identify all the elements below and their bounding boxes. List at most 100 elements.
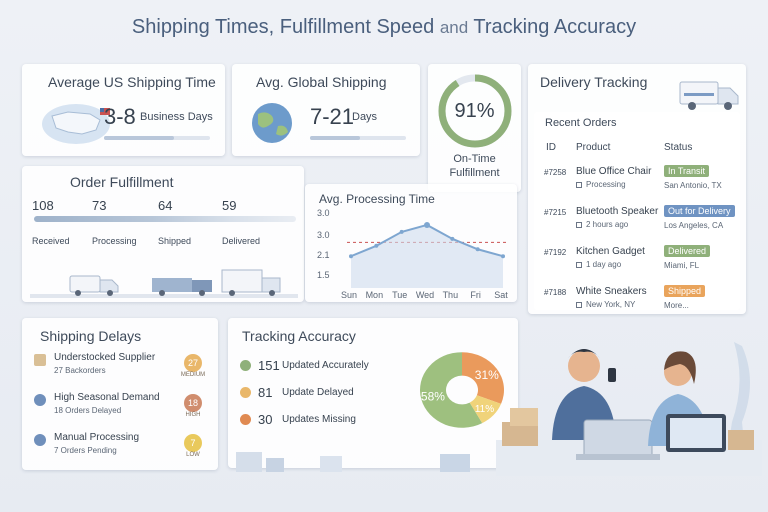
x-tick-label: Thu (443, 290, 459, 300)
checkbox-icon[interactable] (576, 302, 582, 308)
order-product: White Sneakers (576, 286, 647, 297)
pie-slice (469, 395, 502, 424)
accuracy-count: 151 (258, 358, 280, 373)
processing-time-card: Avg. Processing Time 3.0 3.0 2.1 1.5 Sun Mon T… (305, 184, 517, 302)
data-point (475, 247, 480, 252)
us-map-icon (38, 98, 114, 146)
boxes-icon (34, 354, 46, 366)
delivery-tracking-card: Delivery Tracking Recent Orders ID Produ… (528, 64, 746, 314)
col-product-header: Product (576, 142, 611, 153)
checkbox-icon[interactable] (576, 262, 582, 268)
x-tick-label: Sat (494, 290, 508, 300)
data-point (424, 221, 430, 228)
order-sub: 2 hours ago (586, 220, 629, 229)
order-status-badge: Delivered (664, 245, 711, 257)
order-id: #7258 (544, 168, 567, 177)
delay-level: MEDIUM (180, 372, 206, 378)
accuracy-label: Updated Accurately (282, 360, 369, 371)
fulfillment-stage-label: Processing (92, 236, 137, 246)
order-location: More... (664, 301, 689, 310)
data-point (374, 243, 379, 248)
x-tick-label: Wed (416, 290, 434, 300)
x-tick-label: Sun (341, 290, 357, 300)
delay-title: Manual Processing (54, 432, 140, 443)
fulfillment-stage-value: 64 (158, 198, 173, 213)
pie-label: 58% (421, 390, 445, 404)
us-shipping-unit: Business Days (140, 111, 213, 123)
checkbox-icon[interactable] (576, 222, 582, 228)
recent-orders-panel: Recent Orders ID Product Status #7258 Blu… (534, 112, 740, 310)
data-point (450, 236, 455, 241)
team-illustration (496, 322, 762, 476)
order-product: Bluetooth Speaker (576, 206, 659, 217)
order-sub: New York, NY (586, 300, 636, 309)
y-tick-label: 2.1 (317, 250, 330, 260)
delivery-van-icon (678, 76, 740, 114)
order-row[interactable]: #7258 Blue Office Chair Processing In Trans… (534, 164, 740, 202)
order-row[interactable]: #7215 Bluetooth Speaker 2 hours ago Out for… (534, 204, 740, 242)
y-tick-label: 1.5 (317, 270, 330, 280)
delay-sub: 27 Backorders (54, 366, 106, 375)
delivery-trucks-illustration (30, 266, 298, 300)
us-shipping-bar-fill (104, 136, 174, 140)
order-fulfillment-card: Order Fulfillment 108 Received 73 Processin… (22, 166, 304, 302)
on-time-value: 91% (454, 100, 495, 122)
data-point (399, 229, 404, 234)
fulfillment-stage-value: 108 (32, 198, 54, 213)
order-row[interactable]: #7192 Kitchen Gadget 1 day ago Delivered Mia… (534, 244, 740, 282)
delay-sub: 18 Orders Delayed (54, 406, 122, 415)
delay-count-badge: 27 (184, 354, 202, 372)
order-location: Los Angeles, CA (664, 221, 724, 230)
on-time-label-2: Fulfillment (449, 167, 500, 179)
gear-icon (34, 434, 46, 446)
recent-orders-title: Recent Orders (545, 117, 617, 129)
title-part-1: Shipping Times, Fulfillment Speed (131, 16, 435, 38)
order-status-badge: Out for Delivery (664, 205, 735, 217)
order-id: #7215 (544, 208, 567, 217)
delay-title: Understocked Supplier (54, 352, 156, 363)
tracking-accuracy-pie-chart: 58% 31% 11% (420, 352, 504, 428)
order-fulfillment-title: Order Fulfillment (70, 174, 174, 190)
order-row[interactable]: #7188 White Sneakers New York, NY Shipped Mo… (534, 284, 740, 322)
checkbox-icon[interactable] (576, 182, 582, 188)
order-status-badge: In Transit (664, 165, 710, 177)
delay-level: LOW (186, 452, 200, 458)
fulfillment-stage-value: 73 (92, 198, 107, 213)
us-shipping-value: 3-8 (104, 104, 136, 129)
order-location: San Antonio, TX (664, 181, 722, 190)
on-time-card: 91% On-Time Fulfillment (428, 64, 521, 192)
globe-icon (246, 100, 298, 146)
fulfillment-stage-value: 59 (222, 198, 237, 213)
global-shipping-unit: Days (352, 111, 378, 123)
data-point (349, 254, 353, 259)
fulfillment-stage-label: Delivered (222, 236, 261, 246)
x-tick-label: Fri (470, 290, 481, 300)
x-tick-label: Mon (366, 290, 384, 300)
order-product: Blue Office Chair (576, 166, 652, 177)
gear-icon (34, 394, 46, 406)
warning-icon (240, 387, 251, 398)
pie-slice (462, 352, 504, 404)
y-tick-label: 3.0 (317, 230, 330, 240)
pie-label: 31% (475, 368, 499, 382)
order-product: Kitchen Gadget (576, 246, 645, 257)
col-status-header: Status (664, 142, 693, 153)
on-time-label-1: On-Time (453, 153, 496, 165)
check-icon (240, 360, 251, 371)
tracking-accuracy-card: Tracking Accuracy 151 Updated Accurately 8… (228, 318, 518, 468)
global-shipping-card: Avg. Global Shipping 7-21 Days (232, 64, 420, 156)
y-tick-label: 3.0 (317, 208, 330, 218)
shipping-delays-title: Shipping Delays (40, 328, 142, 344)
accuracy-label: Update Delayed (282, 387, 354, 398)
error-icon (240, 414, 251, 425)
global-shipping-bar-fill (310, 136, 360, 140)
x-tick-label: Tue (392, 290, 407, 300)
delay-level: HIGH (185, 412, 201, 418)
global-shipping-title: Avg. Global Shipping (256, 74, 387, 90)
order-id: #7188 (544, 288, 567, 297)
order-id: #7192 (544, 248, 567, 257)
delay-count-badge: 18 (184, 394, 202, 412)
delay-sub: 7 Orders Pending (54, 446, 117, 455)
pie-slice (420, 352, 483, 428)
shipping-delays-card: Shipping Delays Understocked Supplier 27 … (22, 318, 218, 470)
